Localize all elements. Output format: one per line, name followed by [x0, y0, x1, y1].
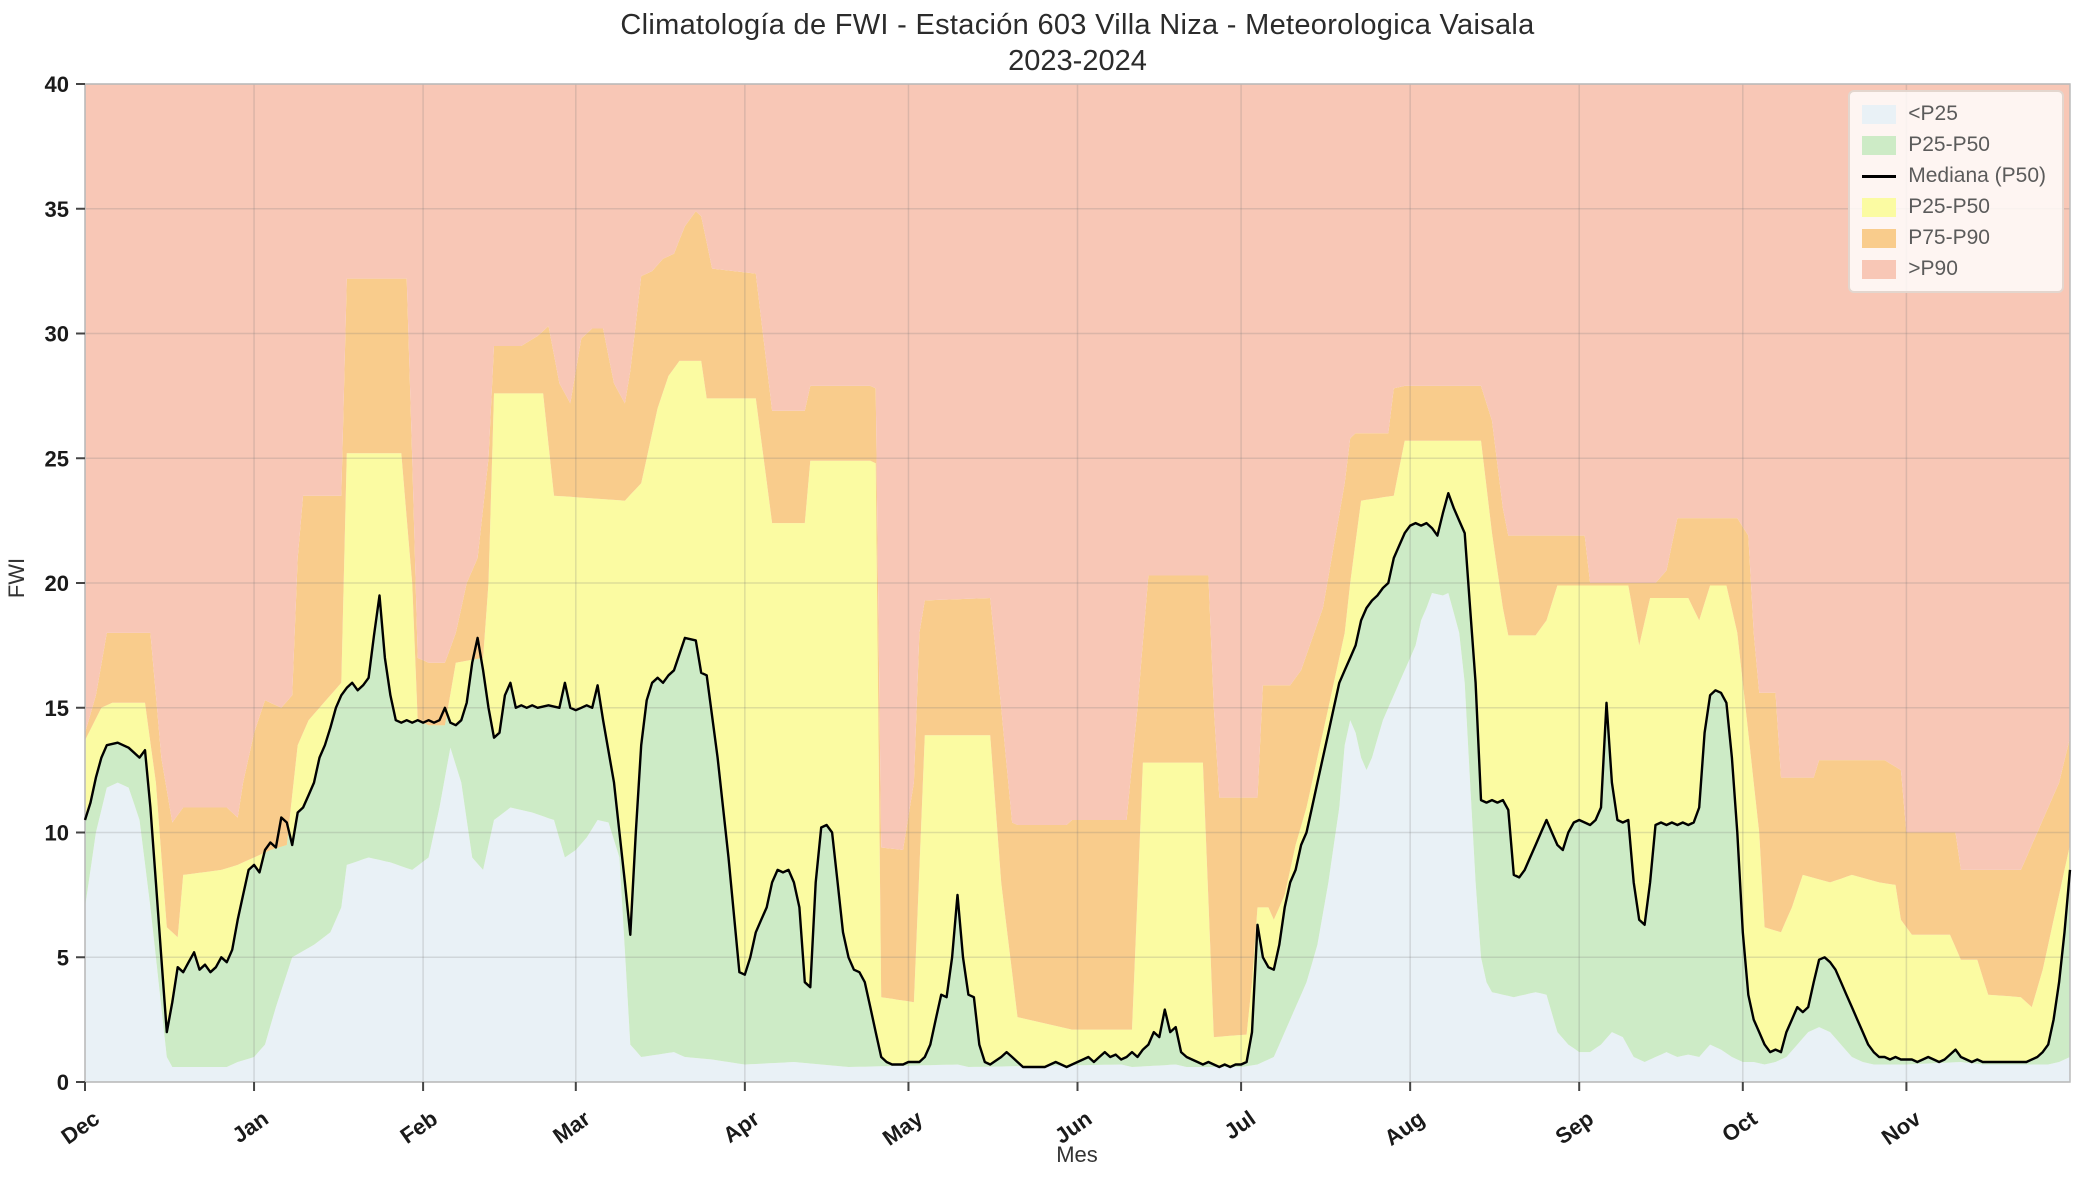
band-below-p25: [85, 593, 2070, 1082]
x-tick-label: Aug: [1380, 1106, 1429, 1151]
y-tick-label: 30: [45, 322, 69, 347]
y-tick-label: 10: [45, 821, 69, 846]
chart-legend: <P25 P25-P50 Mediana (P50) P25-P50 P75-P90 >P…: [1848, 90, 2064, 293]
legend-patch-swatch: [1862, 197, 1897, 217]
legend-label: <P25: [1908, 102, 1958, 125]
legend-patch-swatch: [1862, 104, 1897, 124]
y-tick-label: 0: [57, 1070, 69, 1095]
legend-label: P25-P50: [1908, 195, 1990, 218]
legend-label: P25-P50: [1908, 133, 1990, 156]
y-tick-label: 20: [45, 571, 69, 596]
chart-title-line1: Climatología de FWI - Estación 603 Villa…: [620, 9, 1535, 41]
x-tick-label: Apr: [718, 1105, 764, 1147]
legend-patch-swatch: [1862, 228, 1897, 248]
x-tick-label: Dec: [56, 1106, 103, 1150]
legend-label: >P90: [1908, 257, 1958, 280]
legend-item: P25-P50: [1862, 195, 2046, 219]
y-tick-label: 5: [57, 945, 69, 970]
band-p25-p50: [85, 493, 2070, 1067]
chart-title: Climatología de FWI - Estación 603 Villa…: [85, 6, 2070, 78]
y-tick-label: 40: [45, 72, 69, 97]
x-tick-label: Mar: [548, 1105, 595, 1148]
x-tick-label: Feb: [396, 1106, 442, 1149]
legend-patch-swatch: [1862, 259, 1897, 279]
legend-item: P75-P90: [1862, 226, 2046, 250]
legend-item: >P90: [1862, 257, 2046, 281]
x-tick-label: Jan: [228, 1106, 273, 1148]
band-p75-p90: [85, 211, 2070, 1038]
chart-title-line2: 2023-2024: [1008, 45, 1147, 77]
x-tick-label: Nov: [1877, 1105, 1926, 1150]
x-tick-label: May: [878, 1105, 928, 1150]
y-tick-label: 15: [45, 696, 69, 721]
band-above-p90: [85, 84, 2070, 870]
median-line: [83, 492, 2072, 1069]
band-p50-p75: [85, 360, 2070, 1067]
x-tick-label: Jul: [1220, 1106, 1260, 1145]
legend-label: P75-P90: [1908, 226, 1990, 249]
x-tick-label: Sep: [1551, 1106, 1598, 1150]
legend-item: P25-P50: [1862, 133, 2046, 157]
y-tick-label: 35: [45, 197, 69, 222]
legend-item: Mediana (P50): [1862, 164, 2046, 188]
legend-label: Mediana (P50): [1908, 164, 2046, 187]
x-tick-label: Oct: [1717, 1105, 1762, 1147]
y-axis-label: FWI: [4, 558, 29, 598]
legend-line-swatch: [1862, 174, 1897, 178]
legend-item: <P25: [1862, 102, 2046, 126]
x-axis-label: Mes: [1056, 1142, 1098, 1167]
y-tick-label: 25: [45, 446, 69, 471]
legend-patch-swatch: [1862, 135, 1897, 155]
